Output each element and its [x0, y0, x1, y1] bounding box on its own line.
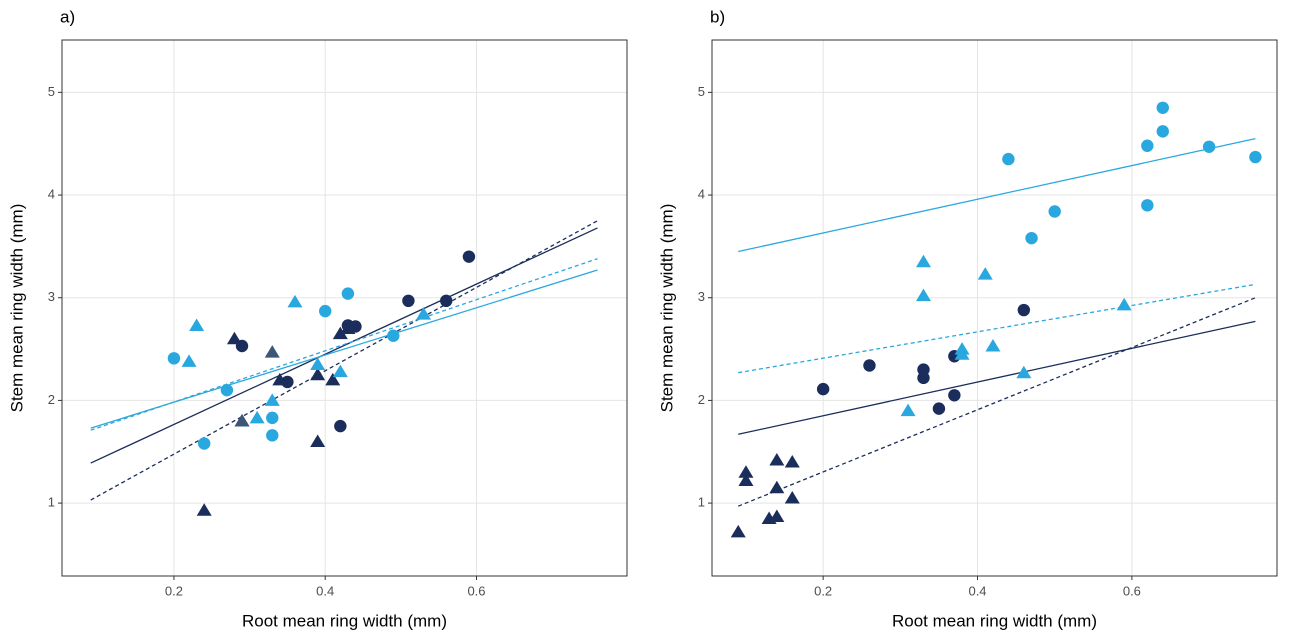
y-tick-label: 2 — [48, 392, 55, 407]
plot-area — [712, 40, 1277, 576]
point — [226, 331, 242, 345]
y-tick-label: 5 — [48, 84, 55, 99]
y-tick-label: 2 — [698, 392, 705, 407]
point — [1141, 139, 1154, 152]
point — [310, 367, 326, 381]
y-tick-label: 4 — [48, 186, 55, 201]
point — [1249, 150, 1262, 164]
x-axis-label: Root mean ring width (mm) — [242, 611, 447, 630]
point — [440, 294, 453, 308]
fit-line — [738, 297, 1256, 507]
fit-line — [90, 258, 598, 431]
plot-border — [711, 39, 1278, 577]
x-tick-label: 0.6 — [467, 583, 485, 598]
y-tick-label: 1 — [48, 495, 55, 510]
x-tick-label: 0.2 — [165, 583, 183, 598]
point — [738, 473, 754, 487]
point — [769, 509, 785, 522]
point — [977, 267, 993, 280]
point — [1141, 199, 1154, 212]
panel-title: a) — [60, 7, 75, 26]
point — [181, 354, 197, 367]
point — [1156, 125, 1169, 138]
point — [266, 411, 279, 425]
point — [197, 437, 211, 450]
point — [915, 254, 931, 268]
point — [816, 382, 830, 396]
y-axis-label: Stem mean ring width (mm) — [7, 204, 26, 413]
plot-border — [61, 39, 628, 577]
y-tick-label: 1 — [698, 495, 705, 510]
point — [900, 403, 916, 417]
y-tick-label: 4 — [698, 186, 705, 201]
point — [189, 318, 205, 331]
point — [325, 372, 341, 386]
point — [319, 304, 332, 318]
point — [334, 419, 347, 433]
point — [332, 326, 348, 340]
point — [1017, 303, 1031, 317]
fit-line — [90, 220, 598, 501]
y-tick-label: 3 — [698, 289, 705, 304]
point — [948, 389, 961, 402]
point — [416, 307, 432, 320]
fit-line — [90, 269, 598, 429]
point — [1116, 297, 1132, 311]
fit-line — [90, 227, 598, 464]
x-tick-label: 0.2 — [814, 583, 832, 598]
point — [264, 345, 280, 358]
point — [985, 338, 1001, 352]
y-tick-label: 5 — [698, 84, 705, 99]
fit-line — [738, 137, 1256, 253]
point — [1156, 101, 1169, 114]
point — [1002, 152, 1015, 166]
x-axis-label: Root mean ring width (mm) — [892, 611, 1097, 630]
point — [784, 455, 800, 468]
point — [310, 434, 326, 447]
point — [266, 429, 279, 442]
point — [340, 321, 356, 335]
point — [730, 524, 746, 538]
point — [387, 329, 400, 342]
point — [932, 402, 946, 415]
point — [249, 410, 265, 424]
fit-line — [738, 320, 1256, 435]
point — [167, 352, 181, 365]
point — [462, 250, 476, 263]
point — [1048, 205, 1061, 218]
point — [769, 480, 785, 494]
point — [917, 363, 930, 376]
point — [784, 490, 800, 504]
point — [310, 357, 326, 370]
point — [220, 383, 234, 397]
x-tick-label: 0.4 — [968, 583, 986, 598]
point — [272, 372, 288, 386]
point — [954, 347, 970, 360]
point — [402, 294, 415, 308]
point — [234, 413, 250, 427]
point — [863, 359, 876, 372]
point — [769, 452, 785, 466]
point — [196, 503, 212, 516]
point — [341, 287, 355, 300]
point — [332, 364, 348, 378]
plot-area — [62, 40, 627, 576]
point — [738, 465, 754, 478]
point — [264, 393, 280, 406]
point — [1025, 231, 1038, 245]
fit-line — [738, 283, 1256, 374]
panel-title: b) — [710, 7, 725, 26]
x-tick-label: 0.6 — [1123, 583, 1141, 598]
point — [1016, 365, 1032, 379]
point — [287, 294, 303, 308]
point — [1202, 140, 1216, 153]
x-tick-label: 0.4 — [316, 583, 334, 598]
point — [915, 288, 931, 302]
y-axis-label: Stem mean ring width (mm) — [657, 204, 676, 413]
y-tick-label: 3 — [48, 289, 55, 304]
